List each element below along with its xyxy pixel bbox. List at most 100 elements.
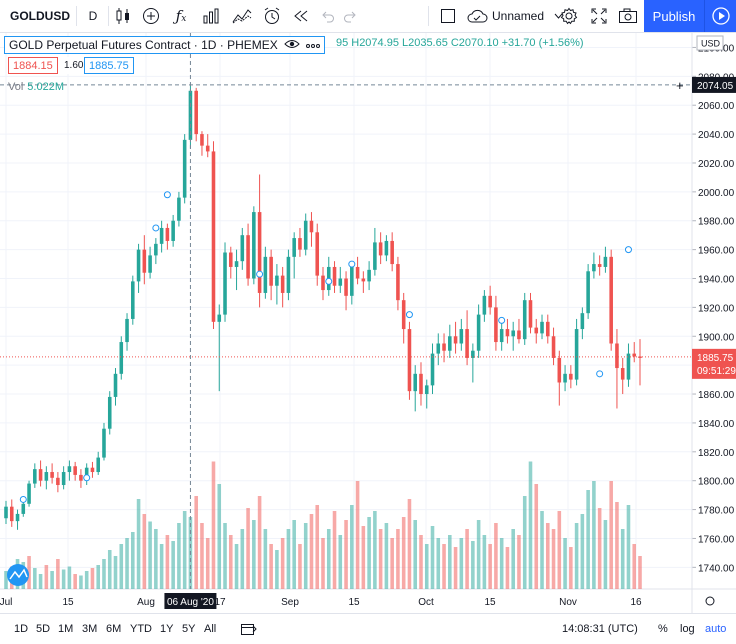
toolbar-divider — [108, 6, 109, 26]
layout-name-button[interactable]: Unnamed — [466, 0, 563, 32]
event-marker[interactable] — [256, 270, 264, 278]
price-chart[interactable]: 2100.002080.002060.002040.002020.002000.… — [0, 33, 736, 613]
candle-body — [234, 261, 239, 267]
date-range-icon[interactable] — [240, 614, 258, 644]
volume-bar — [171, 541, 175, 589]
candle-body — [620, 368, 625, 380]
fullscreen-icon[interactable] — [590, 0, 608, 32]
sell-price-button[interactable]: 1884.15 — [8, 57, 58, 74]
auto-scale-toggle[interactable]: auto — [705, 623, 727, 635]
price-tick-label: 1940.00 — [698, 275, 735, 286]
candle-body — [136, 249, 141, 282]
crosshair-plus-icon[interactable]: + — [676, 78, 684, 93]
candle-body — [15, 513, 20, 522]
alert-icon[interactable] — [262, 0, 282, 32]
redo-icon[interactable] — [342, 0, 358, 32]
range-all-button[interactable]: All — [204, 623, 217, 635]
event-marker[interactable] — [152, 224, 160, 232]
price-tick-label: 1840.00 — [698, 419, 735, 430]
undo-icon[interactable] — [320, 0, 336, 32]
volume-bar — [292, 520, 296, 589]
log-toggle[interactable]: log — [680, 623, 695, 635]
price-tick-label: 1860.00 — [698, 390, 735, 401]
series-title: GOLD Perpetual Futures Contract · 1D · P… — [9, 38, 278, 52]
range-3m-button[interactable]: 3M — [82, 623, 98, 635]
cloud-icon — [466, 8, 488, 24]
volume-bar — [119, 544, 124, 589]
volume-bar — [61, 569, 66, 589]
price-tick-label: 1780.00 — [698, 506, 735, 517]
candles-icon[interactable] — [114, 0, 132, 32]
event-marker[interactable] — [325, 277, 333, 285]
chart-pane[interactable]: 2100.002080.002060.002040.002020.002000.… — [0, 33, 736, 613]
interval-button[interactable]: D — [88, 9, 98, 23]
gear-icon[interactable] — [560, 0, 578, 32]
series-legend[interactable]: GOLD Perpetual Futures Contract · 1D · P… — [4, 36, 325, 54]
axis-gear-icon[interactable] — [705, 596, 715, 606]
volume-bar — [84, 571, 89, 589]
event-marker[interactable] — [163, 191, 171, 199]
event-marker[interactable] — [19, 495, 27, 503]
candle-body — [615, 343, 619, 369]
event-marker[interactable] — [405, 311, 413, 319]
add-indicator-icon[interactable] — [142, 0, 160, 32]
range-1y-button[interactable]: 1Y — [160, 623, 174, 635]
clock-time[interactable]: 14:08:31 (UTC) — [562, 623, 638, 635]
event-marker[interactable] — [83, 474, 91, 482]
volume-bar — [442, 544, 446, 589]
candle-body — [494, 307, 498, 343]
percent-toggle[interactable]: % — [658, 623, 668, 635]
open-value: 95 — [336, 37, 349, 49]
candle-body — [211, 151, 216, 322]
volume-bar — [580, 514, 585, 589]
candle-body — [38, 469, 43, 481]
candle-body — [355, 266, 360, 279]
volume-label: Vol — [8, 81, 24, 93]
candle-body — [396, 264, 400, 301]
candle-body — [332, 266, 337, 286]
high-value: H2074.95 — [351, 37, 399, 49]
volume-bar — [125, 538, 129, 589]
volume-bar — [407, 499, 412, 589]
range-5d-button[interactable]: 5D — [36, 623, 51, 635]
bar-chart-icon[interactable] — [202, 0, 220, 32]
volume-bar — [177, 523, 181, 589]
range-ytd-button[interactable]: YTD — [130, 623, 152, 635]
range-6m-button[interactable]: 6M — [106, 623, 122, 635]
candle-body — [21, 503, 26, 514]
candle-body — [56, 477, 60, 486]
layout-name-label: Unnamed — [492, 9, 545, 23]
volume-bar — [154, 529, 158, 589]
price-tick-label: 2040.00 — [698, 130, 735, 141]
volume-bar — [67, 566, 72, 589]
range-1m-button[interactable]: 1M — [58, 623, 74, 635]
volume-bar — [545, 523, 550, 589]
candle-body — [33, 469, 37, 484]
range-1d-button[interactable]: 1D — [14, 623, 29, 635]
replay-icon[interactable] — [292, 0, 310, 32]
camera-icon[interactable] — [618, 0, 638, 32]
eye-icon[interactable] — [284, 38, 300, 53]
event-marker[interactable] — [348, 260, 356, 268]
more-options-icon[interactable] — [305, 38, 320, 52]
buy-price-button[interactable]: 1885.75 — [84, 57, 134, 74]
candle-body — [113, 373, 118, 397]
symbol-search-button[interactable]: GOLDUSD — [10, 9, 70, 23]
volume-bar — [96, 565, 101, 589]
range-5y-button[interactable]: 5Y — [182, 623, 196, 635]
candle-body — [107, 396, 112, 429]
event-marker[interactable] — [624, 246, 632, 254]
compare-icon[interactable] — [232, 0, 252, 32]
volume-bar — [332, 511, 337, 589]
layout-square-icon[interactable] — [440, 0, 456, 32]
play-circle-icon[interactable] — [704, 0, 736, 32]
event-marker[interactable] — [498, 316, 506, 324]
volume-bar — [79, 575, 83, 589]
currency-box[interactable] — [696, 35, 724, 51]
volume-bar — [499, 538, 504, 589]
event-marker[interactable] — [596, 370, 604, 378]
publish-button[interactable]: Publish — [644, 0, 704, 32]
candle-body — [424, 385, 429, 395]
candle-body — [205, 145, 210, 152]
